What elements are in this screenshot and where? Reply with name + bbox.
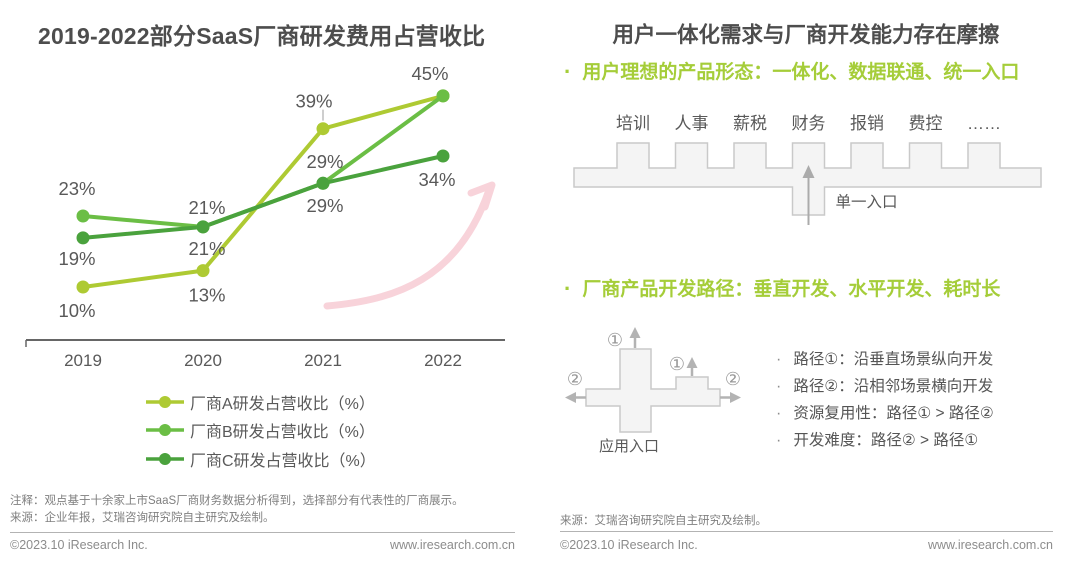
left-chart-title: 2019-2022部分SaaS厂商研发费用占营收比 (38, 23, 486, 49)
module-label: 费控 (909, 114, 943, 133)
dev-path-note: · 开发难度：路径② > 路径① (776, 427, 994, 454)
legend-label: 厂商B研发占营收比（%） (190, 424, 375, 441)
x-tick-label: 2022 (424, 351, 462, 370)
dev-path-note: · 资源复用性：路径① > 路径② (776, 400, 994, 427)
right-section-title: 用户一体化需求与厂商开发能力存在摩擦 (612, 23, 1000, 47)
right-source-line: 来源：艾瑞咨询研究院自主研究及绘制。 (560, 515, 767, 527)
data-label: 13% (188, 285, 225, 306)
up-arrow-icon (629, 327, 641, 338)
data-label: 21% (188, 197, 225, 218)
series-line-0 (81, 93, 445, 289)
dev-path-cross-diagram: ① ① ② ② 应用入口 (565, 327, 741, 455)
data-label: 21% (188, 238, 225, 259)
bullet-dot-icon: · (776, 351, 782, 368)
dev-path-note: · 路径①：沿垂直场景纵向开发 (776, 346, 994, 373)
left-arrow-icon (565, 392, 576, 403)
module-label: 薪税 (733, 114, 767, 133)
module-label: 财务 (792, 114, 826, 133)
data-label: 39% (295, 91, 332, 112)
data-point (76, 209, 90, 223)
source-line: 来源：企业年报，艾瑞咨询研究院自主研究及绘制。 (10, 511, 275, 524)
module-label: 培训 (616, 114, 650, 133)
data-point (436, 149, 450, 163)
up-arrow-icon (802, 165, 815, 178)
website-text: www.iresearch.com.cn (927, 538, 1053, 552)
copyright-text: ©2023.10 iResearch Inc. (10, 538, 148, 552)
right-point-2: · 厂商产品开发路径：垂直开发、水平开发、耗时长 (564, 276, 1050, 301)
dev-path-note-text: 资源复用性：路径① > 路径② (793, 405, 994, 422)
data-label: 29% (306, 195, 343, 216)
up-arrow-icon (686, 357, 698, 368)
data-point (76, 231, 90, 245)
module-label: …… (967, 114, 1001, 133)
trend-up-arrow (323, 181, 496, 310)
path-badge: ① (669, 354, 685, 374)
integration-comb-diagram: 培训 人事 薪税 财务 报销 费控 …… 单一入口 (573, 114, 1042, 225)
path-badge: ② (725, 369, 741, 389)
data-label: 45% (411, 63, 448, 84)
legend-label: 厂商A研发占营收比（%） (190, 395, 375, 413)
data-point (316, 176, 330, 190)
data-label: 34% (418, 169, 455, 190)
path-badge: ② (567, 369, 583, 389)
data-point (196, 220, 210, 234)
legend-label: 厂商C研发占营收比（%） (190, 452, 376, 470)
right-point-1: · 用户理想的产品形态：一体化、数据联通、统一入口 (564, 59, 1050, 84)
left-copyright-row: ©2023.10 iResearch Inc. www.iresearch.co… (10, 538, 515, 552)
left-footnotes: 注释：观点基于十余家上市SaaS厂商财务数据分析得到，选择部分有代表性的厂商展示… (10, 493, 520, 526)
dev-path-note-text: 路径②：沿相邻场景横向开发 (793, 378, 994, 395)
right-footer-divider (560, 531, 1053, 532)
dev-path-notes: · 路径①：沿垂直场景纵向开发 · 路径②：沿相邻场景横向开发 · 资源复用性：路径① >… (776, 346, 994, 454)
data-label: 19% (58, 248, 95, 269)
data-point (316, 122, 330, 136)
legend-marker-icon (146, 424, 184, 436)
x-tick-label: 2020 (184, 351, 222, 370)
data-label: 23% (58, 178, 95, 199)
legend-item: 厂商A研发占营收比（%） (145, 390, 376, 413)
right-copyright-row: ©2023.10 iResearch Inc. www.iresearch.co… (560, 538, 1053, 552)
left-footer-divider (10, 532, 515, 533)
data-point (196, 264, 210, 278)
dev-path-note-text: 开发难度：路径② > 路径① (793, 432, 979, 449)
data-point (436, 89, 450, 103)
bullet-dot-icon: · (776, 432, 782, 449)
dev-path-note: · 路径②：沿相邻场景横向开发 (776, 373, 994, 400)
chart-legend: 厂商A研发占营收比（%） 厂商B研发占营收比（%） 厂商C研发占营收比（%） (145, 390, 376, 476)
right-point-1-text: 用户理想的产品形态：一体化、数据联通、统一入口 (582, 62, 1020, 83)
bullet-dot-icon: · (564, 276, 572, 301)
cross-shape (585, 348, 721, 433)
data-label: 29% (306, 151, 343, 172)
note-line: 注释：观点基于十余家上市SaaS厂商财务数据分析得到，选择部分有代表性的厂商展示… (10, 495, 464, 507)
module-label: 人事 (675, 114, 709, 133)
legend-item: 厂商B研发占营收比（%） (145, 419, 376, 442)
bullet-dot-icon: · (564, 59, 572, 84)
bullet-dot-icon: · (776, 378, 782, 395)
right-point-2-text: 厂商产品开发路径：垂直开发、水平开发、耗时长 (582, 279, 1001, 300)
dev-path-note-text: 路径①：沿垂直场景纵向开发 (793, 351, 994, 368)
path-badge: ① (607, 330, 623, 350)
data-point (76, 280, 90, 294)
legend-item: 厂商C研发占营收比（%） (145, 447, 376, 470)
legend-marker-icon (146, 452, 184, 465)
legend-marker-icon (146, 395, 184, 408)
series-line-1 (81, 93, 445, 229)
single-entry-label: 单一入口 (836, 193, 898, 211)
website-text: www.iresearch.com.cn (389, 538, 515, 552)
x-tick-label: 2021 (304, 351, 342, 370)
data-label: 10% (58, 300, 95, 321)
series-line-2 (81, 154, 445, 240)
module-label: 报销 (850, 114, 884, 133)
bullet-dot-icon: · (776, 405, 782, 422)
copyright-text: ©2023.10 iResearch Inc. (560, 538, 698, 552)
right-arrow-icon (730, 392, 741, 403)
app-entry-label: 应用入口 (599, 437, 659, 455)
line-chart: 2019 2020 2021 2022 10% 13% 39% 45% 23% 21% 29% 19… (25, 63, 505, 370)
x-tick-label: 2019 (64, 351, 102, 370)
